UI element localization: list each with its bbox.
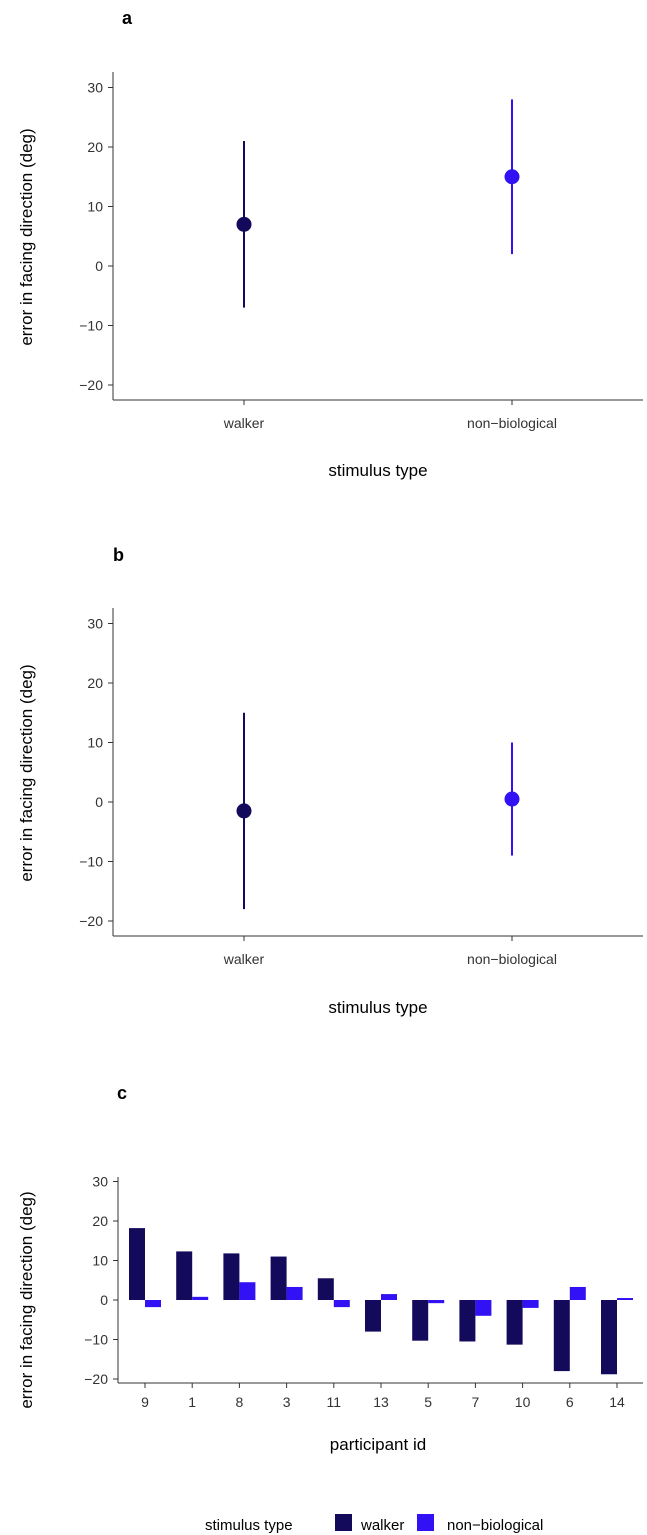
panel-c-x-tick-label: 14 <box>609 1394 625 1410</box>
panel-c-bar-walker <box>365 1300 381 1332</box>
panel-c-bar-walker <box>459 1300 476 1342</box>
panel-a-y-tick-label: −20 <box>79 377 103 393</box>
panel-a-x-tick-label: non−biological <box>467 415 557 431</box>
panel-c-label: c <box>117 1083 127 1103</box>
panel-c-bar-non-biological <box>522 1300 539 1308</box>
panel-c-bar-non-biological <box>286 1286 303 1300</box>
panel-b-point <box>236 803 252 819</box>
panel-b-y-tick-label: 20 <box>87 675 103 691</box>
panel-c: −20 −10 0 10 20 30 9 1 8 3 11 13 5 7 10 6 14 <box>84 1174 643 1410</box>
panel-b-y-tick-label: 30 <box>87 616 103 632</box>
panel-c-bar-non-biological <box>145 1300 161 1308</box>
panel-a-x-tick-label: walker <box>223 415 265 431</box>
panel-c-y-tick-label: −20 <box>84 1371 108 1387</box>
panel-c-x-tick-label: 11 <box>327 1394 342 1410</box>
panel-c-bar-walker <box>176 1251 193 1300</box>
panel-a-x-axis-title: stimulus type <box>328 461 427 480</box>
legend-label-non-biological: non−biological <box>447 1517 543 1534</box>
panel-a-y-axis-title: error in facing direction (deg) <box>17 128 36 345</box>
panel-b-y-axis-title: error in facing direction (deg) <box>17 664 36 881</box>
panel-b-x-tick-label: walker <box>223 951 265 967</box>
panel-b: −20 −10 0 10 20 30 walker non−biological <box>79 608 643 967</box>
legend: stimulus type walker non−biological <box>205 1514 543 1534</box>
panel-c-bar-walker <box>412 1300 429 1341</box>
panel-c-x-axis-title: participant id <box>330 1435 426 1454</box>
panel-c-x-tick-label: 7 <box>472 1394 480 1410</box>
legend-label-walker: walker <box>360 1517 404 1534</box>
panel-c-bar-walker <box>129 1228 145 1300</box>
panel-c-x-tick-label: 5 <box>424 1394 432 1410</box>
panel-c-bar-non-biological <box>428 1300 445 1304</box>
legend-title: stimulus type <box>205 1517 293 1534</box>
panel-a-y-tick-label: 10 <box>87 199 103 215</box>
panel-b-x-tick-label: non−biological <box>467 951 557 967</box>
panel-a-y-tick-label: −10 <box>79 318 103 334</box>
panel-a-y-tick-label: 0 <box>95 258 103 274</box>
panel-c-x-tick-label: 8 <box>236 1394 244 1410</box>
panel-c-y-tick-label: 30 <box>92 1174 108 1190</box>
panel-a-label: a <box>122 8 133 28</box>
panel-a-y-tick-label: 20 <box>87 139 103 155</box>
panel-c-bar-walker <box>270 1256 287 1300</box>
panel-c-bar-walker <box>223 1253 240 1300</box>
panel-c-x-tick-label: 13 <box>373 1394 389 1410</box>
panel-b-label: b <box>113 545 124 565</box>
panel-c-bar-non-biological <box>192 1296 209 1300</box>
panel-b-y-tick-label: 0 <box>95 794 103 810</box>
panel-c-bar-non-biological <box>239 1282 256 1300</box>
panel-b-y-tick-label: −20 <box>79 913 103 929</box>
panel-c-bar-walker <box>317 1278 334 1300</box>
panel-c-bar-non-biological <box>617 1298 633 1300</box>
panel-b-point <box>504 791 520 807</box>
panel-a-point <box>504 169 520 185</box>
panel-c-bar-walker <box>601 1300 617 1375</box>
panel-c-y-tick-label: −10 <box>84 1332 108 1348</box>
legend-swatch-walker <box>335 1514 352 1531</box>
panel-b-x-axis-title: stimulus type <box>328 998 427 1017</box>
panel-b-y-tick-label: −10 <box>79 854 103 870</box>
panel-c-x-tick-label: 3 <box>283 1394 291 1410</box>
legend-swatch-non-biological <box>417 1514 434 1531</box>
panel-c-y-tick-label: 20 <box>92 1213 108 1229</box>
panel-c-bar-walker <box>506 1300 523 1345</box>
panel-c-bar-non-biological <box>569 1286 586 1300</box>
panel-c-x-tick-label: 6 <box>566 1394 574 1410</box>
panel-a: −20 −10 0 10 20 30 walker non−biological <box>79 72 643 431</box>
panel-c-bar-non-biological <box>381 1294 397 1300</box>
panel-c-x-tick-label: 10 <box>515 1394 531 1410</box>
panel-c-x-tick-label: 9 <box>141 1394 149 1410</box>
panel-a-point <box>236 216 252 232</box>
panel-c-bar-non-biological <box>475 1300 492 1316</box>
panel-c-bar-walker <box>553 1300 570 1372</box>
panel-c-x-tick-label: 1 <box>188 1394 196 1410</box>
panel-c-y-tick-label: 0 <box>100 1292 108 1308</box>
panel-c-y-axis-title: error in facing direction (deg) <box>17 1191 36 1408</box>
panel-a-y-tick-label: 30 <box>87 80 103 96</box>
panel-c-bar-non-biological <box>333 1300 350 1308</box>
panel-c-y-tick-label: 10 <box>92 1253 108 1269</box>
panel-b-y-tick-label: 10 <box>87 735 103 751</box>
